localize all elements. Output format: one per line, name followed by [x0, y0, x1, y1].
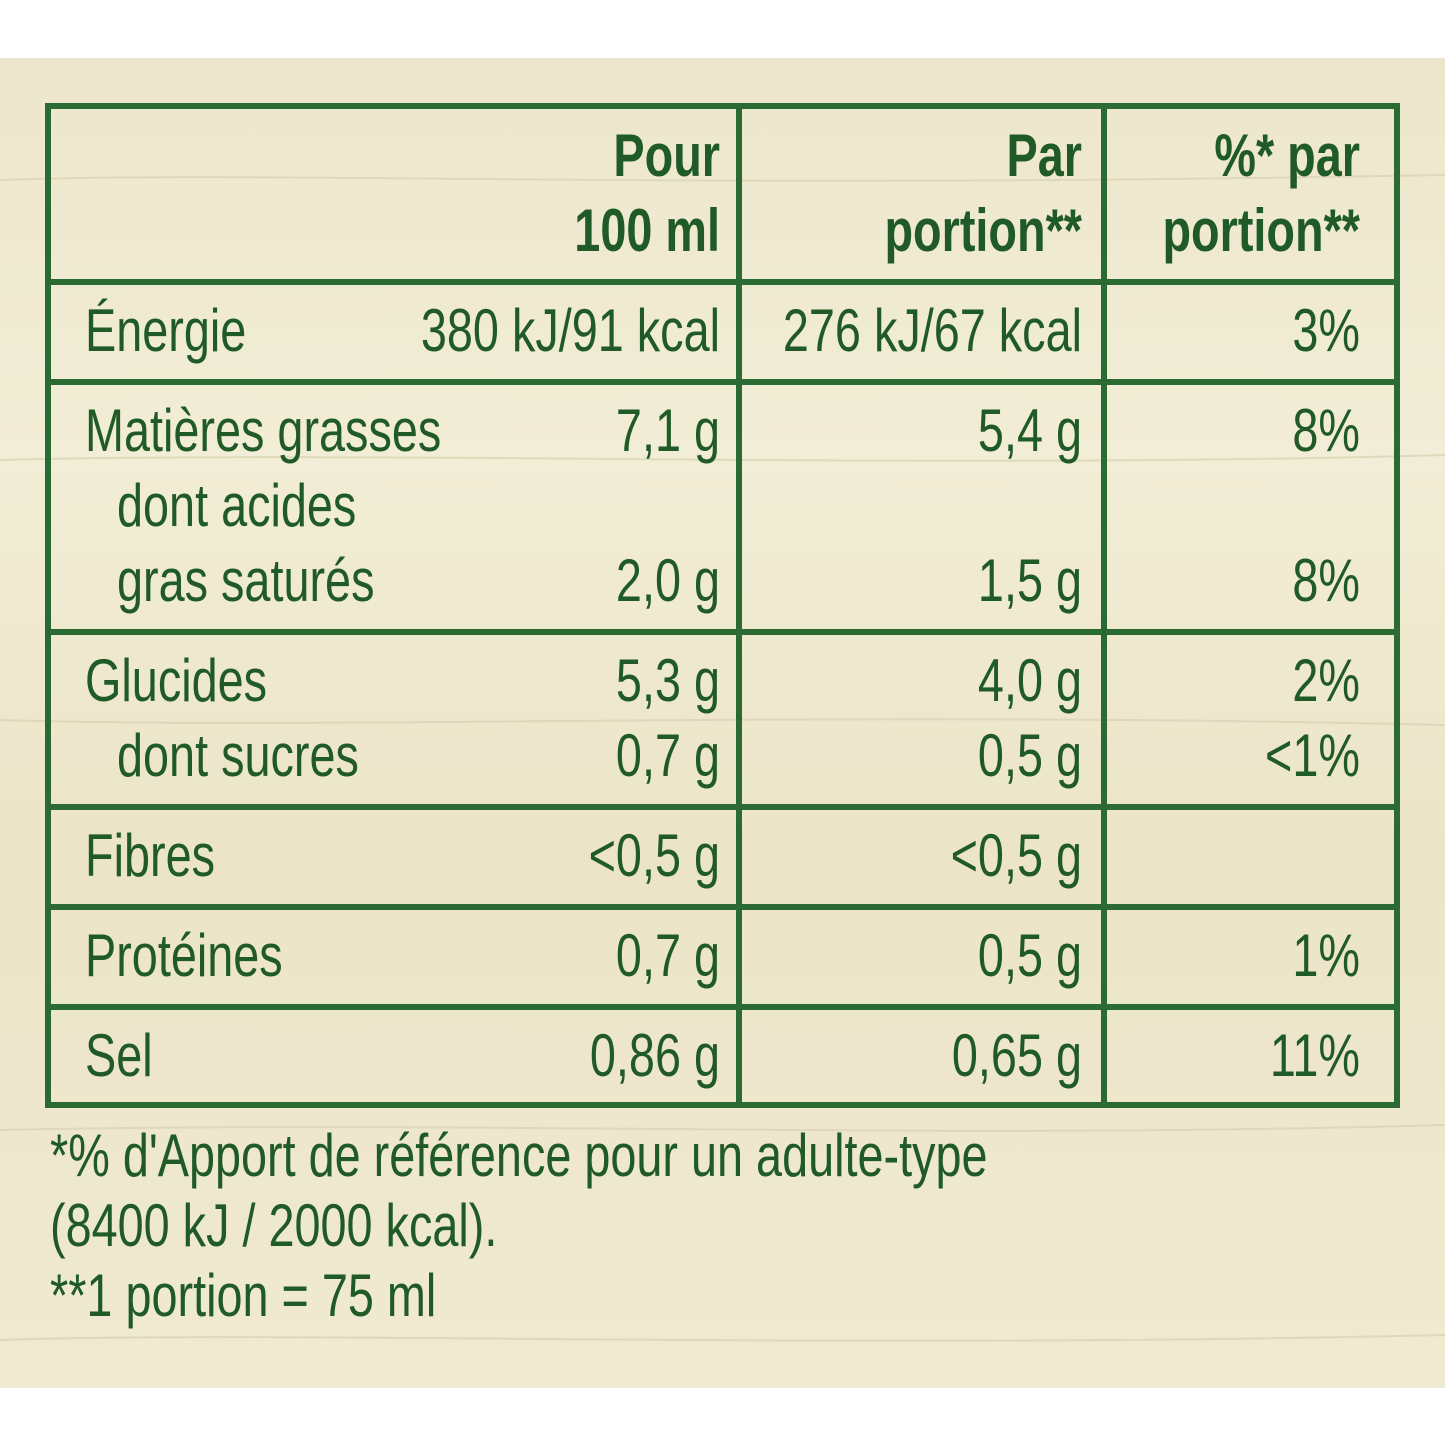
- value-cell: <1%: [1265, 722, 1360, 789]
- header-cell: Par: [1007, 122, 1082, 189]
- footnote: (8400 kJ / 2000 kcal).: [50, 1192, 497, 1259]
- header-cell: portion**: [1162, 197, 1360, 264]
- value-cell: 0,5 g: [978, 722, 1082, 789]
- row-label: Protéines: [85, 922, 283, 989]
- footnote: *% d'Apport de référence pour un adulte-…: [50, 1122, 988, 1189]
- value-cell: 5,3 g: [616, 647, 720, 714]
- header-cell: portion**: [884, 197, 1082, 264]
- value-cell: 8%: [1292, 397, 1360, 464]
- value-cell: 1%: [1292, 922, 1360, 989]
- value-cell: 2%: [1292, 647, 1360, 714]
- header-cell: 100 ml: [574, 197, 720, 264]
- footnote: **1 portion = 75 ml: [50, 1262, 436, 1329]
- value-cell: 5,4 g: [978, 397, 1082, 464]
- row-label: Sel: [85, 1022, 153, 1089]
- value-cell: 3%: [1292, 297, 1360, 364]
- value-cell: 0,7 g: [616, 922, 720, 989]
- table-grid: [45, 103, 1400, 1108]
- row-label: Glucides: [85, 647, 267, 714]
- value-cell: <0,5 g: [589, 822, 720, 889]
- header-cell: %* par: [1214, 122, 1360, 189]
- value-cell: 7,1 g: [616, 397, 720, 464]
- value-cell: 0,65 g: [952, 1022, 1082, 1089]
- value-cell: 8%: [1292, 547, 1360, 614]
- value-cell: 11%: [1270, 1022, 1360, 1089]
- value-cell: 0,7 g: [616, 722, 720, 789]
- value-cell: 1,5 g: [978, 547, 1082, 614]
- value-cell: 0,86 g: [590, 1022, 720, 1089]
- row-label: Fibres: [85, 822, 215, 889]
- value-cell: 2,0 g: [616, 547, 720, 614]
- row-label: dont sucres: [117, 722, 359, 789]
- wood-grain: [0, 174, 1445, 1342]
- row-label: gras saturés: [117, 547, 374, 614]
- value-cell: 0,5 g: [978, 922, 1082, 989]
- value-cell: <0,5 g: [951, 822, 1082, 889]
- value-cell: 4,0 g: [978, 647, 1082, 714]
- value-cell: 276 kJ/67 kcal: [783, 297, 1082, 364]
- value-cell: 380 kJ/91 kcal: [421, 297, 720, 364]
- header-cell: Pour: [613, 122, 720, 189]
- row-label: Énergie: [85, 297, 246, 364]
- row-label: dont acides: [117, 472, 356, 539]
- row-label: Matières grasses: [85, 397, 441, 464]
